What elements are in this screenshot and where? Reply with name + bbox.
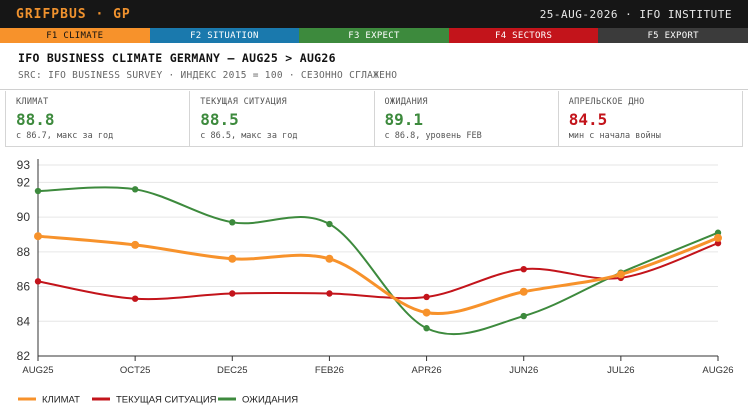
y-tick-label: 86 — [17, 280, 31, 294]
data-point-expectations — [423, 325, 430, 332]
y-tick-label: 92 — [17, 175, 31, 189]
data-point-climate — [422, 308, 431, 317]
kpi-label: АПРЕЛЬСКОЕ ДНО — [568, 97, 645, 107]
x-tick-label: AUG25 — [22, 365, 53, 376]
data-point-expectations — [520, 312, 527, 320]
x-tick-label: AUG26 — [702, 365, 733, 376]
y-tick-label: 90 — [17, 210, 31, 224]
x-tick-label: FEB26 — [315, 365, 344, 376]
legend-label-expectations: ОЖИДАНИЯ — [242, 395, 298, 406]
function-key-bar: F1 CLIMATE F2 SITUATION F3 EXPECT F4 SEC… — [0, 28, 748, 43]
data-point-expectations — [229, 219, 236, 226]
top-bar: GRIFPBUS · GP 25-AUG-2026 · IFO INSTITUT… — [0, 0, 748, 28]
x-tick-label: JUN26 — [509, 365, 538, 376]
kpi-label: ТЕКУЩАЯ СИТУАЦИЯ — [200, 97, 287, 107]
data-point-situation — [520, 265, 527, 273]
kpi-row: КЛИМАТ 88.8 с 86.7, макс за год ТЕКУЩАЯ … — [5, 91, 743, 147]
fkey-climate-tab[interactable]: F1 CLIMATE — [0, 28, 150, 43]
kpi-note: с 86.5, макс за год — [200, 131, 298, 141]
y-tick-label: 82 — [17, 349, 31, 363]
data-point-expectations — [131, 186, 139, 193]
line-chart: 82 84 86 88 90 92 93 AUG25 OCT25 DEC25 FEB26 APR26 J… — [17, 158, 734, 406]
data-point-situation — [131, 295, 139, 302]
fkey-export-tab[interactable]: F5 EXPORT — [598, 28, 748, 43]
data-point-situation — [34, 278, 42, 285]
data-point-climate — [519, 287, 528, 296]
data-point-situation — [229, 290, 236, 297]
kpi-card-april-low: АПРЕЛЬСКОЕ ДНО 84.5 мин с начала войны — [559, 91, 743, 146]
x-tick-label: DEC25 — [217, 365, 248, 376]
kpi-card-situation: ТЕКУЩАЯ СИТУАЦИЯ 88.5 с 86.5, макс за го… — [190, 91, 375, 146]
kpi-card-expectations: ОЖИДАНИЯ 89.1 с 86.8, уровень FEB — [375, 91, 559, 146]
data-point-climate — [131, 240, 140, 249]
kpi-value: 88.8 — [16, 110, 55, 129]
data-point-climate — [616, 270, 625, 279]
y-tick-label: 93 — [17, 158, 31, 172]
kpi-card-climate: КЛИМАТ 88.8 с 86.7, макс за год — [6, 91, 191, 146]
x-tick-label: APR26 — [412, 365, 442, 376]
data-point-climate — [34, 232, 42, 241]
legend-label-situation: ТЕКУЩАЯ СИТУАЦИЯ — [116, 395, 217, 406]
data-point-expectations — [326, 220, 333, 228]
series-line-climate — [37, 234, 719, 315]
fkey-situation-tab[interactable]: F2 SITUATION — [149, 28, 300, 43]
kpi-value: 88.5 — [200, 110, 239, 129]
data-point-climate — [325, 254, 334, 263]
chart-title: IFO BUSINESS CLIMATE GERMANY — AUG25 > A… — [18, 51, 336, 65]
data-point-expectations — [34, 187, 42, 195]
data-point-climate — [714, 233, 722, 242]
kpi-value: 84.5 — [568, 110, 608, 129]
kpi-note: с 86.8, уровень FEB — [384, 131, 482, 141]
data-point-climate — [228, 254, 237, 263]
legend-label-climate: КЛИМАТ — [42, 395, 80, 406]
chart-heading: IFO BUSINESS CLIMATE GERMANY — AUG25 > A… — [0, 43, 748, 90]
kpi-note: мин с начала войны — [568, 131, 661, 141]
data-point-situation — [326, 290, 333, 297]
x-tick-label: OCT25 — [120, 365, 151, 376]
date-source-label: 25-AUG-2026 · IFO INSTITUTE — [539, 7, 732, 21]
brand-title: GRIFPBUS · GP — [16, 6, 131, 22]
fkey-expect-tab[interactable]: F3 EXPECT — [299, 28, 449, 43]
fkey-sectors-tab[interactable]: F4 SECTORS — [448, 28, 599, 43]
kpi-label: ОЖИДАНИЯ — [384, 97, 428, 107]
y-tick-label: 88 — [17, 245, 31, 259]
data-point-situation — [423, 293, 430, 301]
kpi-value: 89.1 — [384, 110, 424, 129]
series-line-expectations — [37, 186, 719, 336]
source-note: SRC: IFO BUSINESS SURVEY · ИНДЕКС 2015 =… — [18, 70, 398, 81]
y-tick-label: 84 — [17, 314, 31, 328]
x-tick-label: JUL26 — [607, 365, 634, 376]
kpi-label: КЛИМАТ — [16, 97, 49, 107]
kpi-note: с 86.7, макс за год — [16, 131, 114, 141]
